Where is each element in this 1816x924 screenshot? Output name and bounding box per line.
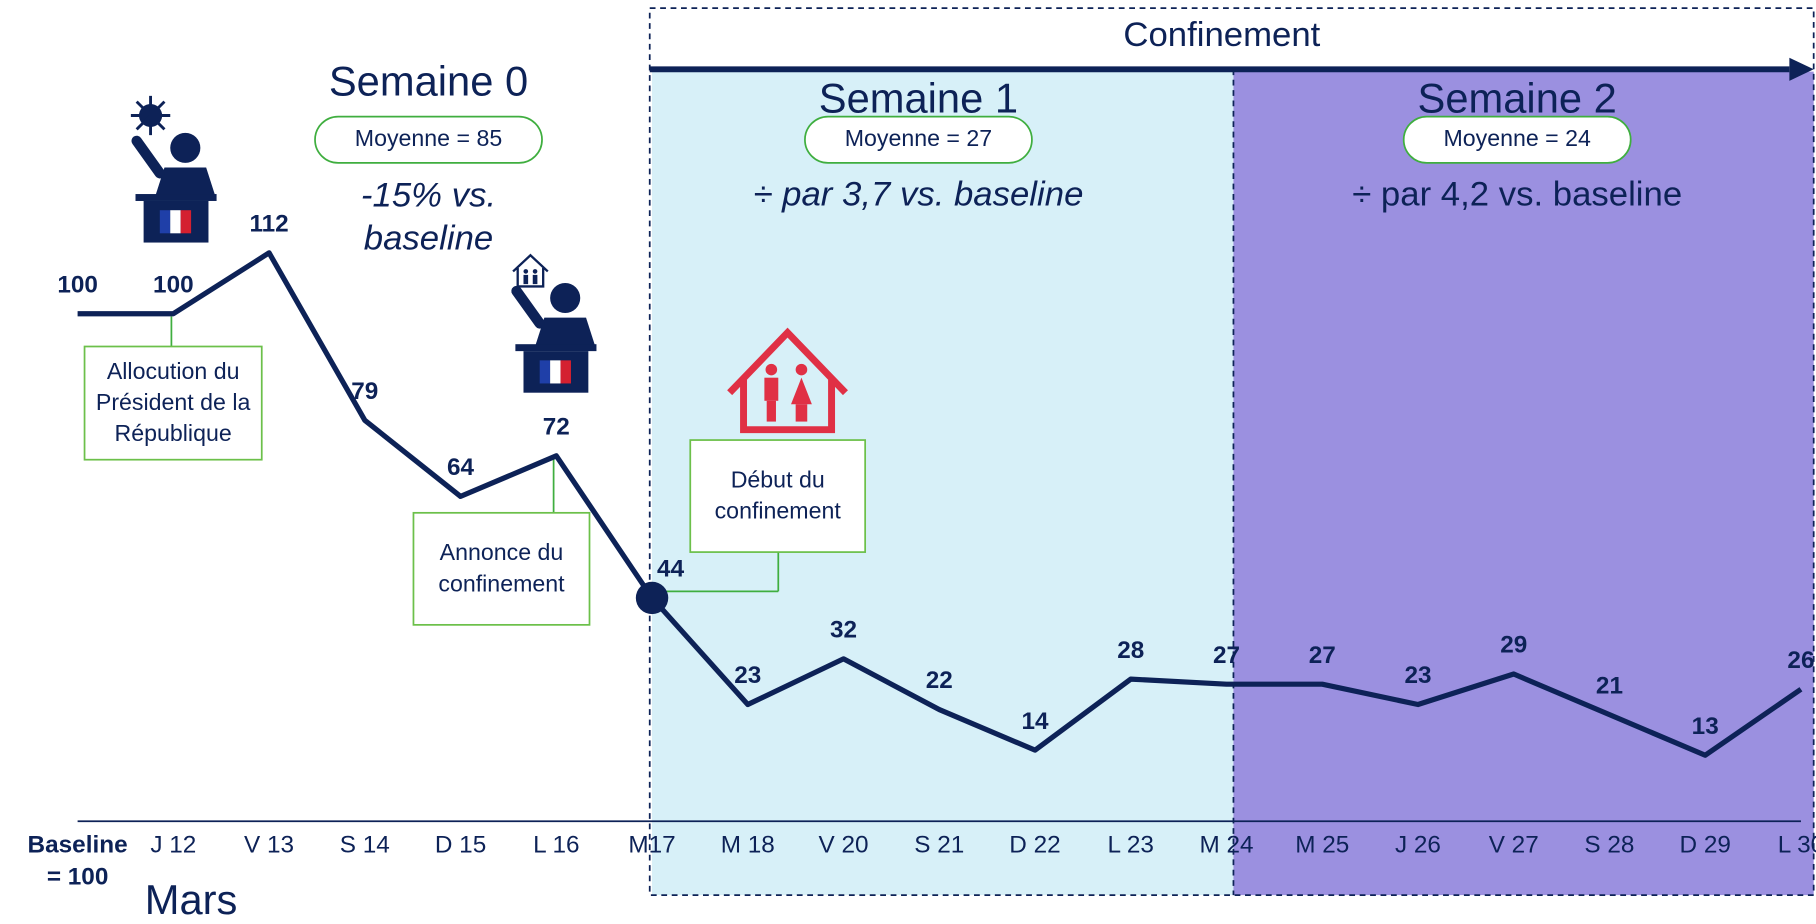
x-tick-label: M17 — [628, 831, 676, 859]
x-tick-label: J 26 — [1394, 831, 1441, 859]
x-tick-label: J 12 — [150, 831, 197, 859]
x-axis-label: Mars — [145, 876, 238, 923]
x-tick-label-box: L 16 — [533, 831, 580, 859]
annotation-frame — [412, 511, 591, 626]
data-label: 72 — [543, 414, 570, 441]
highlight-point — [635, 581, 669, 615]
x-tick-label: L 23 — [1107, 831, 1154, 859]
average-label: Moyenne = 24 — [1443, 125, 1591, 151]
data-label: 14 — [1021, 708, 1049, 735]
x-tick-label-box: D 15 — [434, 831, 487, 859]
x-tick-label-box: M 25 — [1295, 831, 1350, 859]
confinement-title: Confinement — [1123, 16, 1320, 54]
data-label: 21 — [1596, 672, 1623, 699]
data-label: 44 — [657, 556, 685, 583]
x-tick-label: M 25 — [1295, 831, 1350, 859]
data-label: 112 — [249, 211, 288, 238]
annotation-frame — [689, 439, 867, 553]
comparison: ÷ par 3,7 vs. baseline — [753, 176, 1083, 214]
week-region — [1233, 71, 1814, 896]
average-label: Moyenne = 27 — [845, 125, 992, 151]
speaker-icon — [515, 283, 596, 393]
x-tick-label-box: D 29 — [1679, 831, 1731, 859]
comparison-box: -15% vs. baseline — [360, 176, 497, 258]
annotations: Semaine 0 Moyenne = 85 -15% vs. baseline Se… — [83, 57, 1682, 626]
x-tick-label: S 14 — [339, 831, 390, 859]
speaker-icon — [131, 132, 217, 243]
x-tick-label-box: L 23 — [1107, 831, 1154, 859]
x-tick-label-box: S 21 — [914, 831, 965, 859]
x-tick-label-box: V 20 — [818, 831, 869, 859]
data-label: 13 — [1692, 713, 1719, 740]
x-tick-label-box: D 22 — [1009, 831, 1061, 859]
annotation-text-box: Allocution du Président de la République — [95, 358, 251, 447]
x-tick-label-box: M 24 — [1199, 831, 1254, 859]
data-label: 28 — [1117, 637, 1144, 664]
x-tick-label: V 27 — [1488, 831, 1539, 859]
data-label: 27 — [1309, 642, 1336, 669]
x-tick-label: L 30 — [1777, 831, 1816, 859]
data-label: 64 — [447, 454, 475, 481]
x-tick-label-box: V 27 — [1488, 831, 1539, 859]
confinement-frame — [648, 7, 1815, 896]
x-tick-label-box: J 12 — [150, 831, 197, 859]
annotation-text: Annonce du confinement — [438, 539, 565, 597]
annotation-text-box: Début du confinement — [714, 467, 841, 524]
x-tick-label-box: J 26 — [1394, 831, 1441, 859]
average-pill — [804, 115, 1033, 164]
data-label: 22 — [926, 667, 953, 694]
x-tick-label-box: S 14 — [339, 831, 390, 859]
background — [652, 71, 1814, 896]
x-tick-label: S 28 — [1584, 831, 1635, 859]
x-tick-label-box: S 28 — [1584, 831, 1635, 859]
x-tick-label: Baseline = 100 — [27, 831, 128, 891]
annotation-text: Début du confinement — [714, 467, 841, 524]
x-tick-label: D 22 — [1009, 831, 1061, 859]
plot: Baseline = 100 J 12 V 13 S 14 D 15 L 16 M17 M 1… — [27, 211, 1816, 891]
data-line — [77, 250, 1803, 758]
annotation-text-box: Annonce du confinement — [438, 539, 565, 597]
data-label: 26 — [1787, 647, 1814, 674]
x-tick-label-box: Baseline = 100 — [27, 831, 128, 891]
data-label: 29 — [1500, 632, 1527, 659]
x-tick-label-box: L 30 — [1777, 831, 1816, 859]
x-tick-label-box: V 13 — [244, 831, 295, 859]
x-tick-label: M 24 — [1199, 831, 1254, 859]
comparison: ÷ par 4,2 vs. baseline — [1352, 176, 1682, 214]
virus-icon — [130, 95, 171, 136]
data-label: 32 — [830, 617, 857, 644]
x-tick-label: D 29 — [1679, 831, 1731, 859]
data-label: 23 — [1404, 662, 1431, 689]
average-pill — [314, 115, 543, 164]
average-label: Moyenne = 85 — [355, 125, 502, 151]
data-label: 23 — [734, 662, 761, 689]
x-tick-label: V 13 — [244, 831, 295, 859]
x-tick-label: V 20 — [818, 831, 869, 859]
arrow-head — [1789, 57, 1814, 81]
x-tick-label-box: M17 — [628, 831, 676, 859]
x-tick-label: S 21 — [914, 831, 965, 859]
home-icon-small — [512, 253, 549, 288]
x-tick-label: M 18 — [720, 831, 775, 859]
data-label: 100 — [57, 271, 98, 298]
week-title: Semaine 1 — [819, 75, 1018, 122]
x-tick-label: D 15 — [434, 831, 487, 859]
week-title: Semaine 0 — [329, 57, 528, 104]
data-label: 79 — [351, 378, 378, 405]
data-label: 100 — [153, 271, 194, 298]
annotation-text: Allocution du Président de la République — [95, 358, 251, 447]
average-pill — [1402, 115, 1632, 164]
comparison: -15% vs. baseline — [360, 176, 497, 258]
x-tick-label: L 16 — [533, 831, 580, 859]
x-tick-label-box: M 18 — [720, 831, 775, 859]
week-title: Semaine 2 — [1418, 75, 1617, 122]
annotation-frame — [83, 345, 263, 461]
data-label: 27 — [1213, 642, 1240, 669]
home-icon — [727, 327, 848, 434]
